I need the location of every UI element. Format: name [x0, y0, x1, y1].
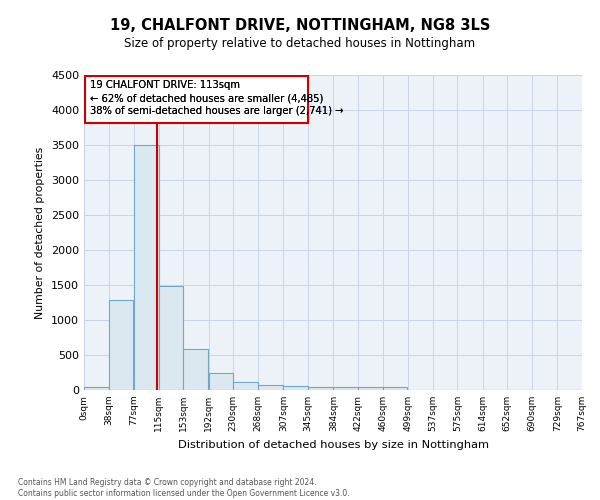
Bar — [134, 145, 158, 390]
Bar — [334, 387, 358, 390]
Bar — [233, 382, 258, 390]
Bar — [383, 386, 407, 390]
Text: 38% of semi-detached houses are larger (2,741) →: 38% of semi-detached houses are larger (… — [91, 106, 344, 117]
X-axis label: Distribution of detached houses by size in Nottingham: Distribution of detached houses by size … — [178, 440, 488, 450]
Bar — [258, 385, 283, 390]
Bar — [308, 387, 332, 390]
Y-axis label: Number of detached properties: Number of detached properties — [35, 146, 46, 318]
Text: ← 62% of detached houses are smaller (4,485): ← 62% of detached houses are smaller (4,… — [91, 93, 324, 103]
Text: 19, CHALFONT DRIVE, NOTTINGHAM, NG8 3LS: 19, CHALFONT DRIVE, NOTTINGHAM, NG8 3LS — [110, 18, 490, 32]
Bar — [109, 300, 133, 390]
Bar — [209, 372, 233, 390]
Bar — [358, 386, 383, 390]
Bar — [283, 386, 308, 390]
Text: 19 CHALFONT DRIVE: 113sqm: 19 CHALFONT DRIVE: 113sqm — [91, 80, 241, 90]
Text: ← 62% of detached houses are smaller (4,485): ← 62% of detached houses are smaller (4,… — [91, 93, 324, 103]
Bar — [184, 350, 208, 390]
Text: Size of property relative to detached houses in Nottingham: Size of property relative to detached ho… — [124, 38, 476, 51]
Text: 19 CHALFONT DRIVE: 113sqm: 19 CHALFONT DRIVE: 113sqm — [91, 80, 241, 90]
Text: 38% of semi-detached houses are larger (2,741) →: 38% of semi-detached houses are larger (… — [91, 106, 344, 117]
Bar — [158, 286, 184, 390]
Bar — [85, 76, 308, 122]
Text: Contains HM Land Registry data © Crown copyright and database right 2024.
Contai: Contains HM Land Registry data © Crown c… — [18, 478, 350, 498]
Bar — [84, 386, 109, 390]
